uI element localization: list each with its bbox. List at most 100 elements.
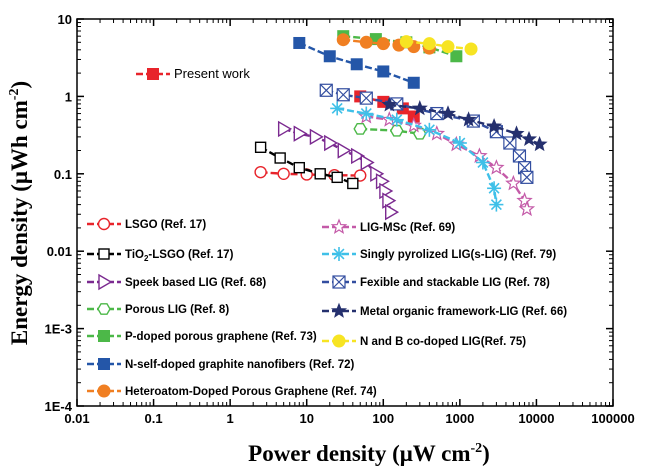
data-point — [347, 177, 359, 190]
legend-marker — [97, 384, 111, 398]
data-point — [487, 181, 502, 196]
data-point — [254, 165, 267, 179]
legend-item: Porous LIG (Ref. 8) — [87, 303, 229, 316]
x-axis-label: Power density (μW cm-2) — [248, 441, 490, 466]
data-point — [351, 147, 366, 165]
legend-label: Metal organic framework-LIG (Ref. 66) — [360, 306, 567, 318]
legend: Present work LSGO (Ref. 17) TiO2-LSGO (Ref… — [87, 66, 567, 398]
series-10 — [319, 83, 534, 184]
legend-label: Heteroatom-Doped Porous Graphene (Ref. 7… — [125, 386, 377, 398]
legend-label: Speek based LIG (Ref. 68) — [125, 277, 266, 289]
data-point — [389, 124, 404, 137]
data-point — [277, 167, 290, 181]
data-point — [376, 37, 390, 51]
series-3 — [277, 120, 400, 221]
data-point — [337, 142, 352, 159]
data-point — [452, 135, 467, 150]
legend-item: Speek based LIG (Ref. 68) — [87, 273, 266, 291]
x-tick-label: 10000 — [518, 411, 554, 426]
y-tick-label: 1 — [65, 89, 72, 104]
x-axis-ticks: 0.01 0.1 1 10 100 1000 10000 100000 — [64, 19, 635, 426]
data-point — [389, 112, 404, 127]
data-point — [520, 170, 534, 184]
legend-item: Singly pyrolized LIG(s-LIG) (Ref. 79) — [322, 247, 556, 261]
series-line — [366, 115, 529, 210]
legend-label: LSGO (Ref. 17) — [125, 219, 206, 231]
y-tick-label: 0.1 — [54, 167, 72, 182]
data-point — [319, 83, 333, 97]
data-point — [521, 130, 538, 147]
data-point — [360, 154, 375, 171]
x-tick-label: 10 — [299, 411, 313, 426]
legend-label: TiO2-LSGO (Ref. 17) — [125, 249, 234, 263]
legend-label: Porous LIG (Ref. 8) — [125, 304, 229, 316]
y-tick-label: 10 — [58, 12, 72, 27]
legend-marker — [332, 247, 346, 261]
y-tick-label: 1E-3 — [45, 322, 72, 337]
data-point — [399, 35, 413, 49]
data-point — [441, 40, 455, 54]
data-point — [508, 125, 525, 141]
data-point — [324, 134, 339, 152]
data-point — [381, 96, 398, 112]
data-point — [323, 50, 336, 63]
data-series — [254, 30, 548, 221]
legend-label: N and B co-doped LIG(Ref. 75) — [360, 336, 526, 348]
data-point — [489, 197, 504, 212]
legend-item: LIG-MSc (Ref. 69) — [322, 218, 455, 235]
legend-label: LIG-MSc (Ref. 69) — [360, 222, 455, 234]
legend-marker — [332, 334, 346, 348]
x-tick-label: 1000 — [445, 411, 474, 426]
data-point — [336, 88, 350, 102]
series-12 — [399, 35, 478, 56]
x-tick-label: 100 — [372, 411, 394, 426]
series-line — [406, 40, 472, 51]
legend-item: TiO2-LSGO (Ref. 17) — [87, 248, 234, 263]
x-tick-label: 100000 — [591, 411, 634, 426]
data-point — [350, 58, 363, 71]
legend-item: N-self-doped graphite nanofibers (Ref. 7… — [87, 358, 355, 371]
legend-label: Fexible and stackable LIG (Ref. 78) — [360, 277, 550, 289]
legend-marker — [98, 273, 113, 291]
data-point — [464, 42, 478, 56]
data-point — [486, 118, 503, 134]
data-point — [512, 149, 527, 163]
data-point — [430, 106, 444, 121]
y-tick-label: 1E-4 — [45, 399, 73, 414]
data-point — [450, 50, 463, 63]
data-point — [377, 65, 390, 78]
plot-border — [76, 18, 614, 407]
data-point — [505, 174, 522, 191]
data-point — [516, 191, 533, 208]
series-6 — [293, 36, 420, 89]
series-9 — [330, 101, 504, 212]
data-point — [439, 105, 457, 121]
legend-marker — [97, 217, 111, 231]
plot-area — [76, 18, 614, 407]
data-point — [293, 125, 308, 142]
data-point — [293, 161, 305, 174]
data-point — [336, 33, 350, 47]
data-point — [411, 99, 428, 116]
legend-label: N-self-doped graphite nanofibers (Ref. 7… — [125, 359, 355, 371]
y-tick-label: 0.01 — [47, 244, 72, 259]
data-point — [359, 91, 373, 105]
data-point — [503, 136, 517, 150]
data-point — [330, 101, 345, 116]
data-point — [314, 168, 326, 180]
data-point — [518, 200, 536, 217]
data-point — [422, 122, 437, 137]
data-point — [475, 155, 490, 170]
legend-label: P-doped porous graphene (Ref. 73) — [125, 331, 317, 343]
legend-item: LSGO (Ref. 17) — [87, 217, 206, 231]
y-axis-ticks: 1E-4 1E-3 0.01 0.1 1 10 — [45, 12, 613, 414]
series-11 — [381, 96, 548, 152]
data-point — [382, 192, 397, 209]
legend-marker — [330, 302, 348, 318]
legend-item: N and B co-doped LIG(Ref. 75) — [322, 334, 526, 348]
data-point — [293, 36, 306, 49]
legend-item: Heteroatom-Doped Porous Graphene (Ref. 7… — [87, 384, 377, 398]
data-point — [422, 37, 436, 51]
legend-marker — [98, 358, 110, 370]
